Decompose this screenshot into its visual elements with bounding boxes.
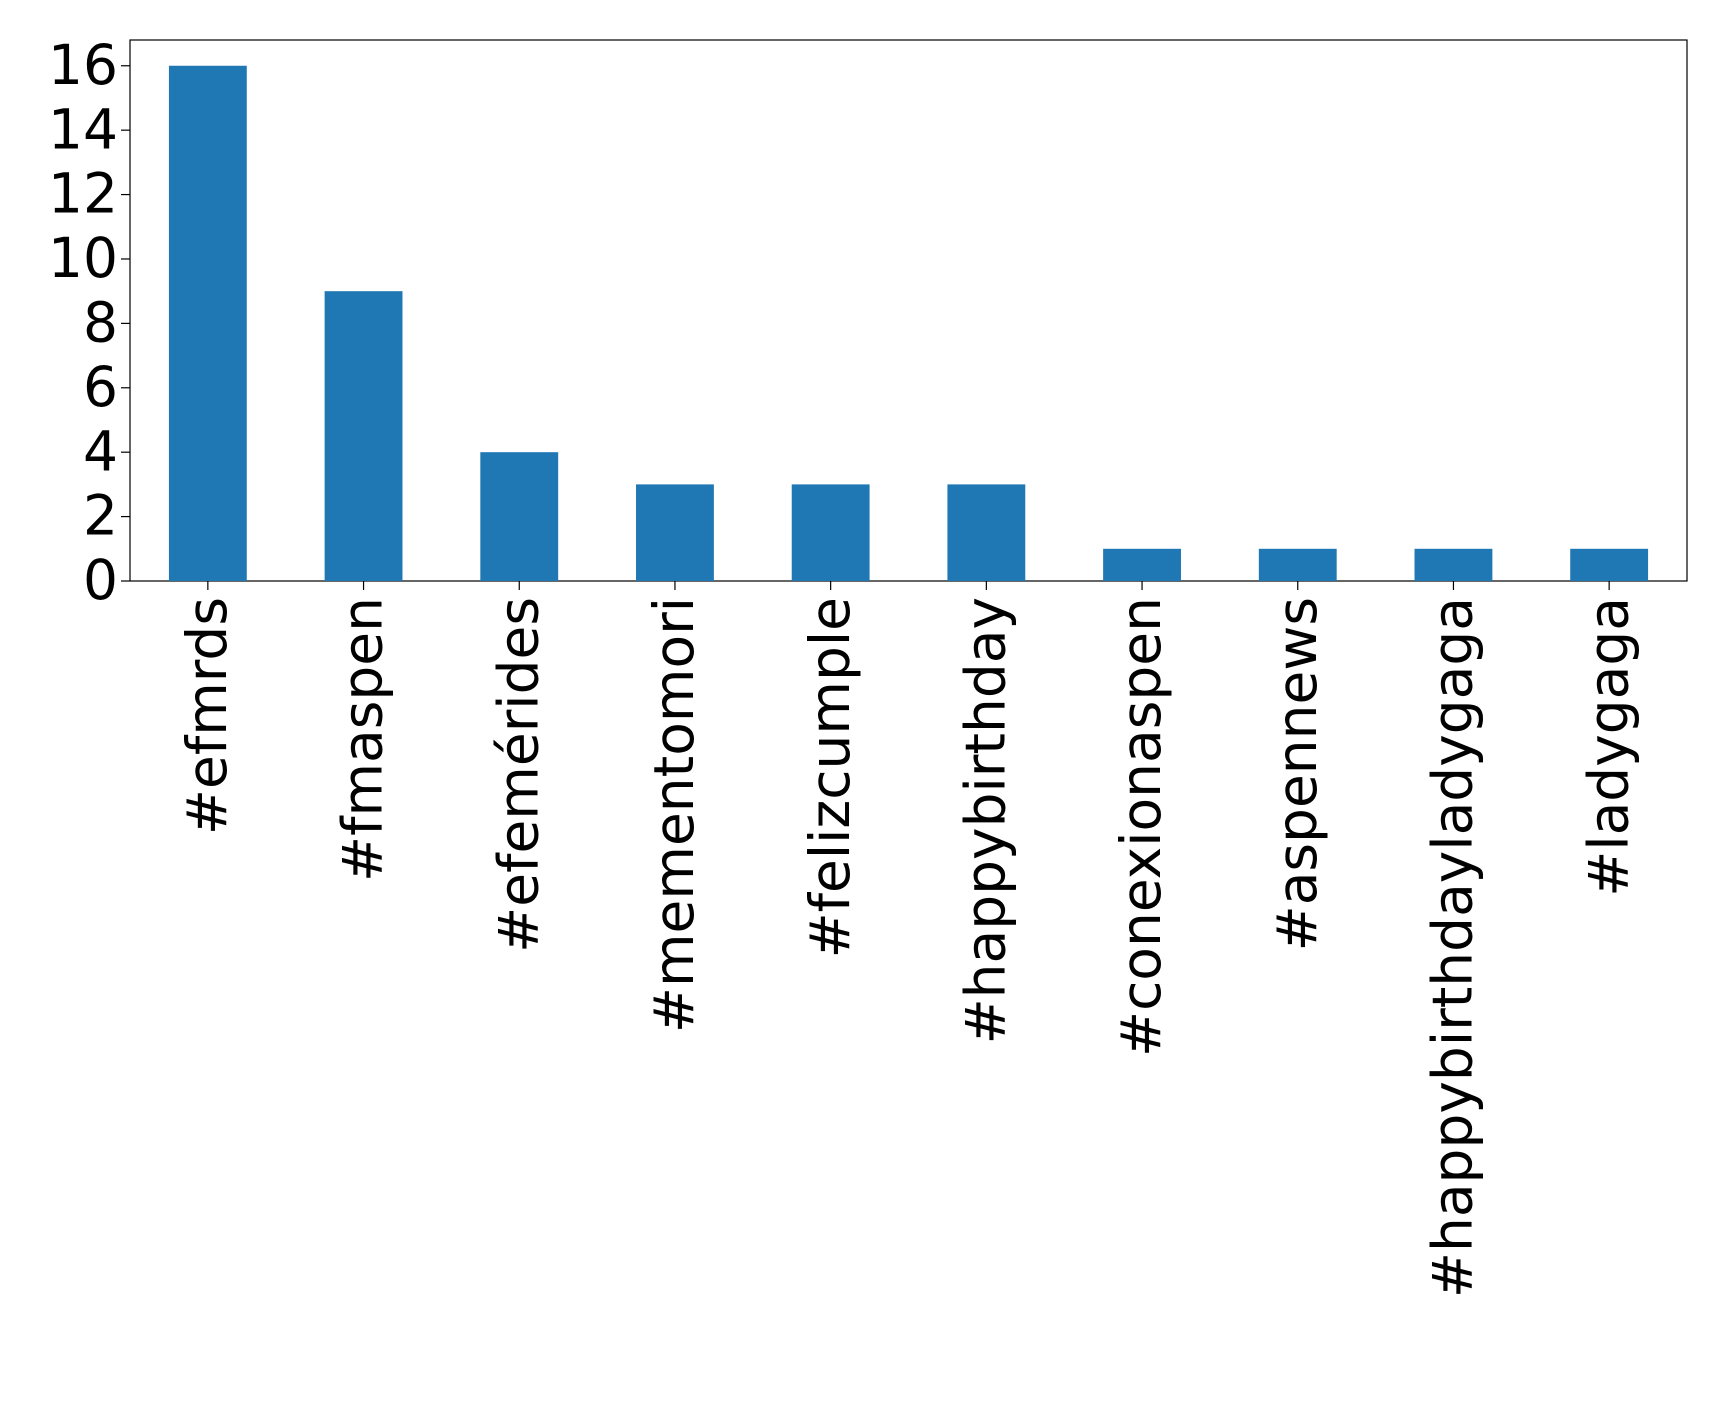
y-tick-label: 2 [83, 484, 118, 548]
bar [1414, 548, 1493, 581]
bar [324, 291, 403, 581]
x-tick-label: #mementomori [642, 597, 706, 1033]
plot-frame [129, 39, 1688, 582]
bar [168, 65, 247, 581]
x-tick-label: #happybirthdayladygaga [1421, 597, 1485, 1298]
bar [636, 484, 714, 581]
y-tick-label: 4 [83, 419, 118, 483]
x-tick-label: #fmaspen [331, 597, 395, 882]
x-tick-label: #efmrds [175, 597, 239, 835]
y-tick-label: 14 [48, 97, 118, 161]
x-tick-label: #aspennews [1265, 597, 1329, 951]
x-tick-label: #happybirthday [953, 597, 1017, 1044]
y-tick-label: 16 [48, 33, 118, 97]
bar [1103, 548, 1181, 581]
x-tick-label: #felizcumple [798, 597, 862, 958]
bar [947, 484, 1026, 581]
x-tick-label: #ladygaga [1576, 597, 1640, 897]
bar [791, 484, 870, 581]
y-tick-label: 10 [48, 226, 118, 290]
bar [1258, 548, 1337, 581]
bar [1570, 548, 1649, 581]
y-tick-label: 0 [83, 548, 118, 612]
y-tick-label: 6 [83, 355, 118, 419]
y-tick-label: 12 [48, 162, 118, 226]
bar [480, 452, 559, 581]
x-tick-label: #conexionaspen [1109, 597, 1173, 1057]
y-tick-label: 8 [83, 291, 118, 355]
x-tick-label: #efemérides [486, 597, 550, 953]
